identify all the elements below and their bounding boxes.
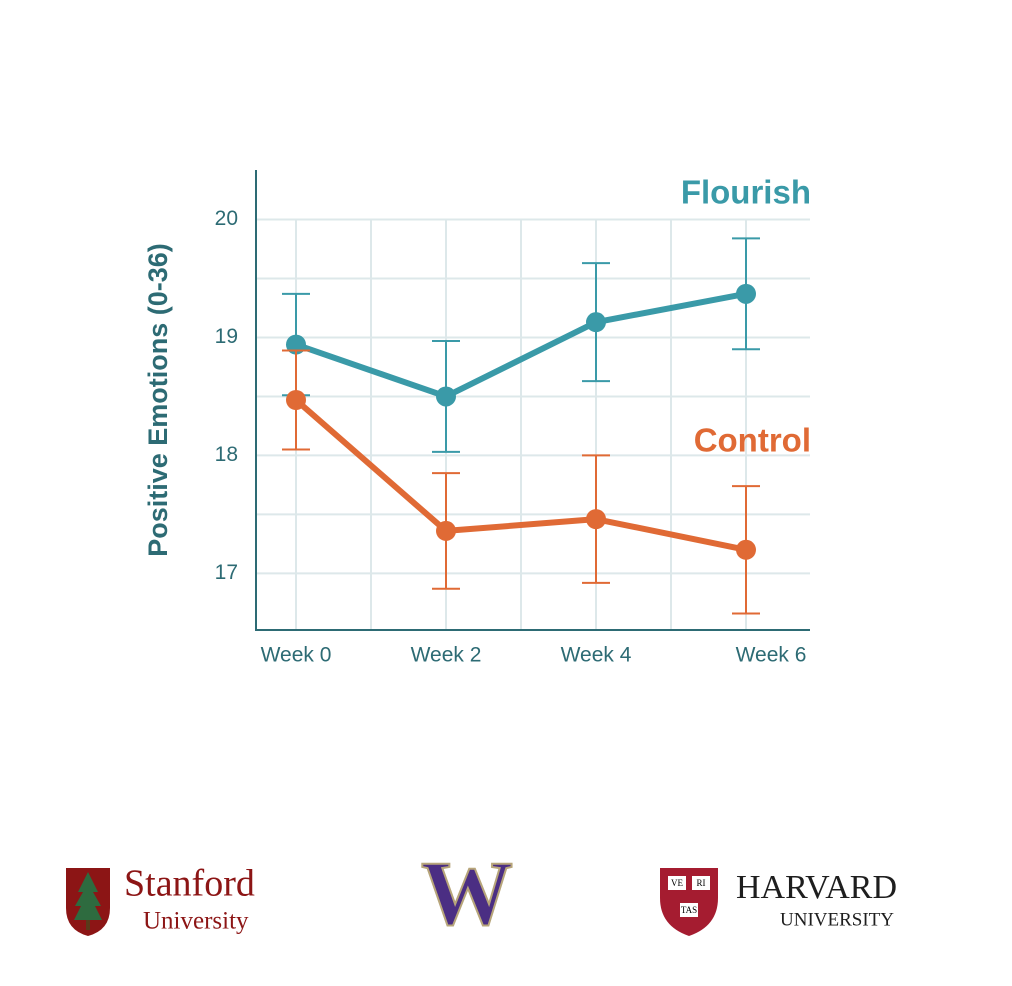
washington-logo: W [421, 842, 513, 944]
harvard-logo: VE RI TAS HARVARD UNIVERSITY [660, 868, 897, 936]
y-tick-label: 20 [215, 207, 238, 230]
logo-text: Stanford [124, 863, 255, 905]
point [586, 509, 606, 530]
y-tick-label: 17 [215, 561, 238, 584]
legend-label: Flourish [681, 174, 811, 211]
logo-text: UNIVERSITY [780, 909, 894, 930]
shield-text: TAS [681, 905, 697, 915]
series-line [295, 290, 747, 400]
series-line [294, 397, 747, 553]
x-tick-label: Week 2 [411, 644, 482, 667]
point [586, 312, 606, 333]
x-tick-label: Week 6 [736, 644, 807, 667]
y-tick-label: 19 [215, 325, 238, 348]
point [736, 283, 756, 304]
point [736, 539, 756, 560]
x-tick-label: Week 0 [261, 644, 332, 667]
shield-text: VE [671, 878, 683, 888]
logo-text: HARVARD [736, 869, 897, 906]
stanford-logo: Stanford University [66, 863, 255, 936]
x-tick-label: Week 4 [561, 644, 632, 667]
legend-label: Control [694, 422, 811, 459]
shield-text: RI [697, 878, 706, 888]
y-axis-label: Positive Emotions (0-36) [143, 243, 173, 557]
point [436, 520, 456, 541]
y-tick-label: 18 [215, 443, 238, 466]
point [286, 390, 306, 410]
logo-text: University [143, 908, 249, 935]
point [436, 386, 456, 407]
